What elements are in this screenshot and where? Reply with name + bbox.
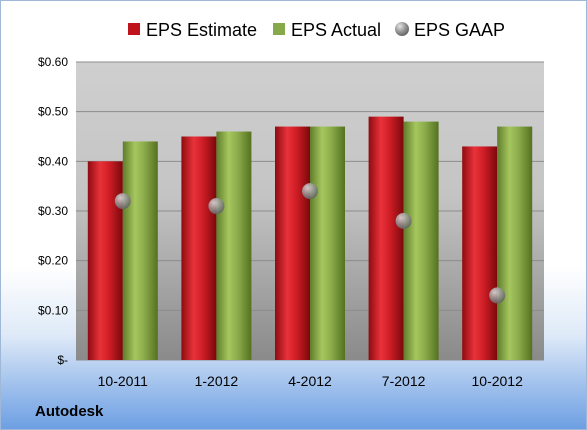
eps-gaap-marker — [489, 287, 506, 304]
y-tick-label: $- — [57, 353, 68, 367]
eps-gaap-marker — [208, 198, 225, 215]
bars — [87, 116, 533, 360]
eps-actual-bar — [122, 141, 158, 360]
legend-label: EPS Estimate — [146, 20, 257, 40]
legend-gaap-swatch — [395, 22, 409, 36]
eps-gaap-marker — [395, 212, 412, 229]
y-tick-label: $0.40 — [38, 154, 68, 168]
x-tick-label: 7-2012 — [382, 373, 426, 389]
y-tick-label: $0.60 — [38, 55, 68, 69]
eps-estimate-bar — [181, 136, 217, 360]
x-tick-label: 10-2012 — [472, 373, 524, 389]
eps-actual-bar — [310, 126, 345, 360]
y-tick-label: $0.50 — [38, 105, 68, 119]
company-label: Autodesk — [35, 403, 104, 420]
legend-estimate-swatch — [128, 23, 140, 35]
eps-gaap-marker — [302, 183, 318, 200]
x-tick-label: 1-2012 — [195, 373, 239, 389]
y-tick-label: $0.30 — [38, 204, 68, 218]
x-axis-ticks: 10-2011 1-2012 4-2012 7-2012 10-2012 — [98, 373, 523, 389]
legend-label: EPS Actual — [291, 20, 381, 40]
eps-actual-bar — [216, 131, 252, 360]
eps-gaap-marker — [114, 193, 131, 210]
eps-estimate-bar — [275, 126, 310, 360]
eps-actual-bar — [403, 121, 439, 360]
legend: EPS Estimate EPS Actual EPS GAAP — [128, 20, 505, 40]
eps-estimate-bar — [462, 146, 498, 360]
legend-label: EPS GAAP — [414, 20, 505, 40]
y-tick-label: $0.10 — [38, 303, 68, 317]
gaap-markers — [114, 183, 506, 304]
y-tick-label: $0.20 — [38, 254, 68, 268]
eps-estimate-bar — [368, 116, 404, 360]
x-tick-label: 10-2011 — [98, 373, 149, 389]
legend-actual-swatch — [273, 23, 285, 35]
eps-estimate-bar — [87, 161, 123, 360]
y-axis-ticks: $- $0.10 $0.20 $0.30 $0.40 $0.50 $0.60 — [38, 55, 68, 367]
eps-actual-bar — [497, 126, 533, 360]
x-tick-label: 4-2012 — [288, 373, 332, 389]
